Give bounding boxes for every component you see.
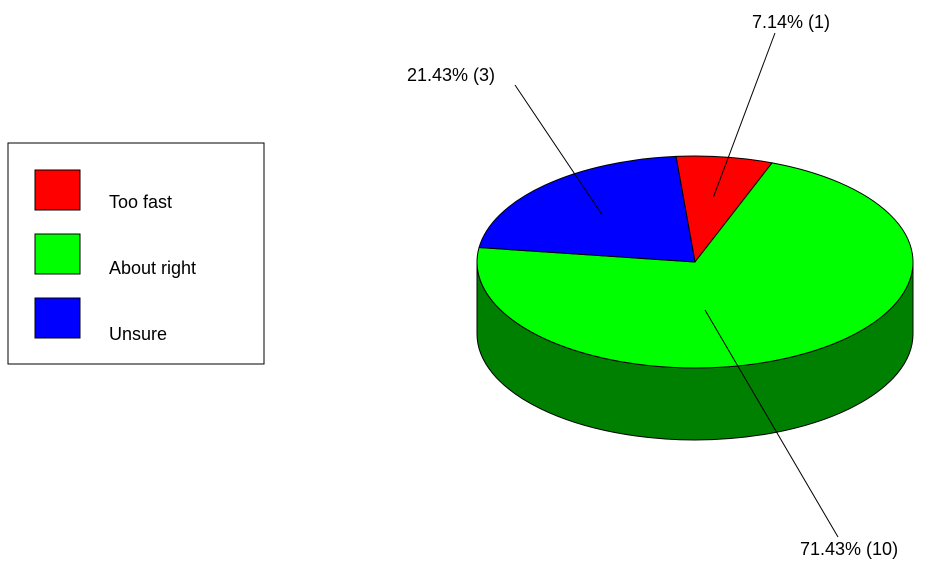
leader-lines	[514, 32, 839, 538]
data-label-about-right: 71.43% (10)	[800, 539, 898, 559]
slice-labels: 7.14% (1) 71.43% (10) 21.43% (3)	[407, 12, 898, 559]
leader-line-about-right	[704, 309, 839, 538]
legend-swatch-too-fast	[34, 169, 81, 211]
pie-slice-unsure	[478, 155, 696, 263]
legend-label-too-fast: Too fast	[109, 192, 172, 212]
legend-label-unsure: Unsure	[109, 324, 167, 344]
data-label-unsure: 21.43% (3)	[407, 65, 495, 85]
legend: Too fast About right Unsure	[7, 142, 265, 365]
legend-swatch-unsure	[34, 297, 81, 339]
legend-label-about-right: About right	[109, 258, 196, 278]
legend-swatch-about-right	[34, 233, 81, 275]
pie-slices	[476, 155, 914, 369]
leader-line-unsure	[514, 84, 603, 215]
leader-line-too-fast	[713, 32, 776, 198]
data-label-too-fast: 7.14% (1)	[752, 12, 830, 32]
pie-slice-about-right	[476, 162, 914, 369]
